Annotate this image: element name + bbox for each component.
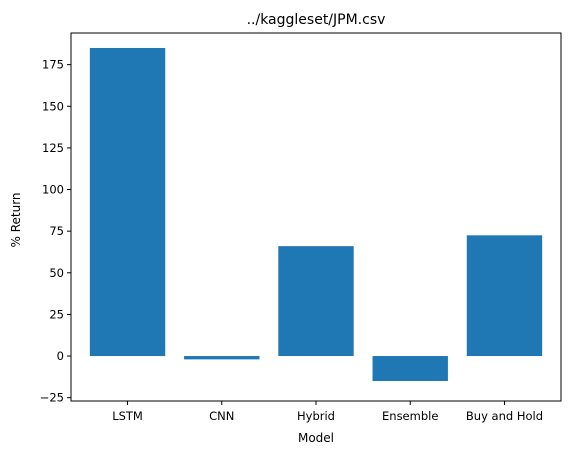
bar-cnn xyxy=(184,356,260,360)
y-tick-label: 125 xyxy=(42,141,64,155)
y-tick-label: 100 xyxy=(42,183,64,197)
x-tick-label: Buy and Hold xyxy=(466,409,543,423)
y-axis-label: % Return xyxy=(9,192,23,247)
x-tick-label: Hybrid xyxy=(297,409,335,423)
x-axis: LSTM CNN Hybrid Ensemble Buy and Hold xyxy=(112,401,543,423)
bar-lstm xyxy=(89,47,166,357)
y-tick-label: 150 xyxy=(42,99,64,113)
y-tick-label: 0 xyxy=(57,349,64,363)
y-tick-label: 25 xyxy=(49,307,64,321)
y-tick-label: 75 xyxy=(49,224,64,238)
y-tick-label: −25 xyxy=(40,391,64,405)
x-axis-label: Model xyxy=(298,431,334,445)
y-tick-label: 175 xyxy=(42,58,64,72)
x-tick-label: Ensemble xyxy=(382,409,438,423)
bar-ensemble xyxy=(372,356,448,382)
y-axis: −25 0 25 50 75 100 125 150 175 xyxy=(40,58,71,405)
bars-group xyxy=(89,47,543,382)
bar-hybrid xyxy=(278,246,354,357)
y-tick-label: 50 xyxy=(49,266,64,280)
x-tick-label: CNN xyxy=(209,409,234,423)
bar-buy-and-hold xyxy=(466,235,543,357)
chart-title: ../kaggleset/JPM.csv xyxy=(247,12,386,28)
x-tick-label: LSTM xyxy=(112,409,143,423)
